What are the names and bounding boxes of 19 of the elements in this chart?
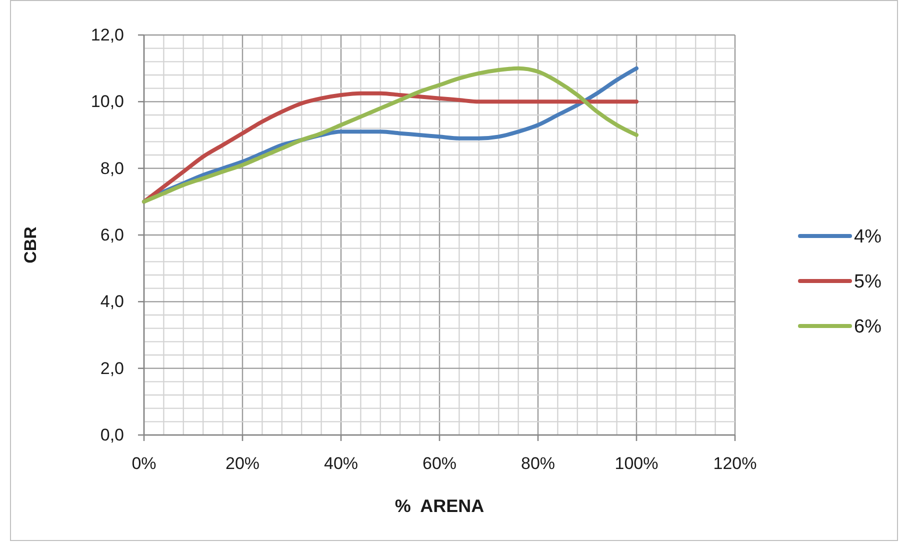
x-axis-title: % ARENA	[394, 496, 484, 516]
y-tick-label: 12,0	[90, 25, 124, 44]
y-tick-label: 4,0	[100, 292, 124, 312]
y-tick-label: 6,0	[100, 225, 124, 244]
x-tick-label: 80%	[520, 454, 556, 474]
x-tick-label: 60%	[422, 454, 457, 474]
y-tick-label: 10,0	[90, 92, 124, 112]
legend-label: 5%	[854, 272, 882, 293]
x-tick-label: 0%	[132, 454, 156, 474]
x-tick-label: 100%	[614, 454, 658, 474]
legend-label: 6%	[854, 316, 882, 338]
x-tick-label: 20%	[225, 454, 260, 474]
y-tick-label: 8,0	[100, 158, 124, 178]
y-axis-title: CBR	[21, 226, 40, 264]
y-tick-label: 2,0	[100, 358, 124, 378]
x-tick-label: 120%	[713, 454, 757, 474]
x-tick-label: 40%	[324, 454, 358, 474]
y-tick-label: 0,0	[100, 425, 124, 444]
legend-label: 4%	[854, 226, 882, 248]
